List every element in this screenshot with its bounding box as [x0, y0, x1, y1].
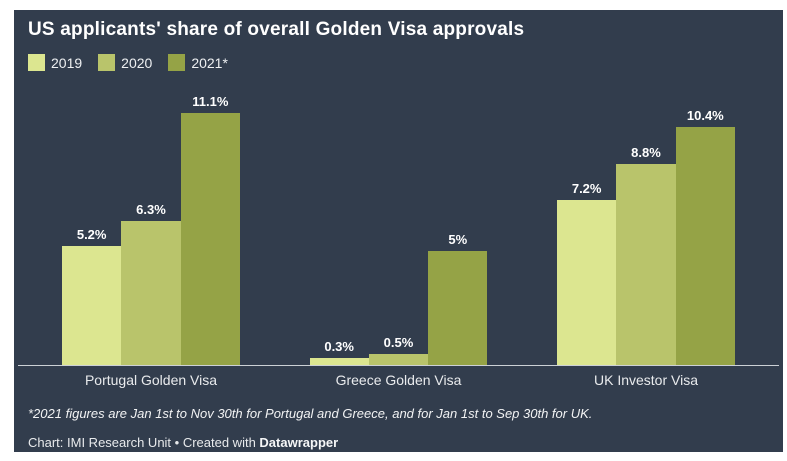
legend-label-2020: 2020: [121, 54, 153, 71]
credit-line: Chart: IMI Research Unit • Created with …: [28, 435, 338, 450]
bar-slot: 7.2%: [557, 94, 617, 365]
bar-slot: 11.1%: [180, 94, 240, 365]
category-label: UK Investor Visa: [593, 372, 698, 388]
legend-swatch-2021: [168, 54, 186, 71]
legend-label-2019: 2019: [51, 54, 83, 71]
value-label: 11.1%: [192, 94, 229, 109]
value-label: 0.5%: [383, 335, 414, 350]
legend: 2019 2020 2021*: [28, 54, 228, 71]
footnote: *2021 figures are Jan 1st to Nov 30th fo…: [28, 406, 593, 421]
bar[interactable]: [368, 354, 429, 365]
chart-title: US applicants' share of overall Golden V…: [28, 19, 525, 40]
value-label: 7.2%: [571, 181, 602, 196]
bar-group: 5.2% 6.3% 11.1%: [62, 94, 240, 365]
bar[interactable]: [675, 127, 735, 365]
credit-text: Chart: IMI Research Unit • Created with: [28, 435, 260, 450]
value-label: 5.2%: [76, 227, 107, 242]
value-label: 0.3%: [324, 339, 354, 354]
bar[interactable]: [616, 164, 676, 365]
bar[interactable]: [180, 113, 240, 365]
bar[interactable]: [428, 251, 488, 365]
bar-slot: 8.8%: [616, 94, 676, 365]
value-label: 8.8%: [631, 145, 661, 160]
bar[interactable]: [62, 246, 122, 365]
legend-swatch-2019: [28, 54, 45, 71]
bar-slot: 5.2%: [62, 94, 122, 365]
legend-swatch-2020: [98, 54, 116, 71]
bar-slot: 6.3%: [121, 94, 181, 365]
legend-item-2019: 2019: [28, 54, 82, 71]
value-label: 5%: [448, 232, 468, 247]
value-label: 10.4%: [686, 108, 724, 123]
value-label: 6.3%: [136, 202, 166, 217]
bar-group: 7.2% 8.8% 10.4%: [557, 94, 735, 365]
bar-slot: 0.5%: [368, 94, 429, 365]
category-label: Portugal Golden Visa: [84, 372, 218, 388]
plot-area: 5.2% 6.3% 11.1% 0.3% 0.5% 5% 7.2% 8.8% 10.4%: [18, 94, 779, 366]
bar-slot: 10.4%: [675, 94, 735, 365]
bar-group: 0.3% 0.5% 5%: [309, 94, 488, 365]
datawrapper-brand[interactable]: Datawrapper: [259, 435, 339, 450]
bar[interactable]: [309, 358, 369, 365]
chart: 5.2% 6.3% 11.1% 0.3% 0.5% 5% 7.2% 8.8% 10.4% Por…: [18, 94, 779, 388]
category-axis: Portugal Golden Visa Greece Golden Visa UK…: [18, 372, 779, 388]
bar-slot: 0.3%: [309, 94, 369, 365]
legend-item-2020: 2020: [98, 54, 152, 71]
legend-label-2021: 2021*: [191, 54, 228, 71]
bar[interactable]: [121, 221, 181, 365]
legend-item-2021: 2021*: [168, 54, 228, 71]
chart-card: US applicants' share of overall Golden V…: [14, 10, 783, 452]
bar[interactable]: [557, 200, 617, 365]
bar-slot: 5%: [428, 94, 488, 365]
category-label: Greece Golden Visa: [335, 372, 462, 388]
